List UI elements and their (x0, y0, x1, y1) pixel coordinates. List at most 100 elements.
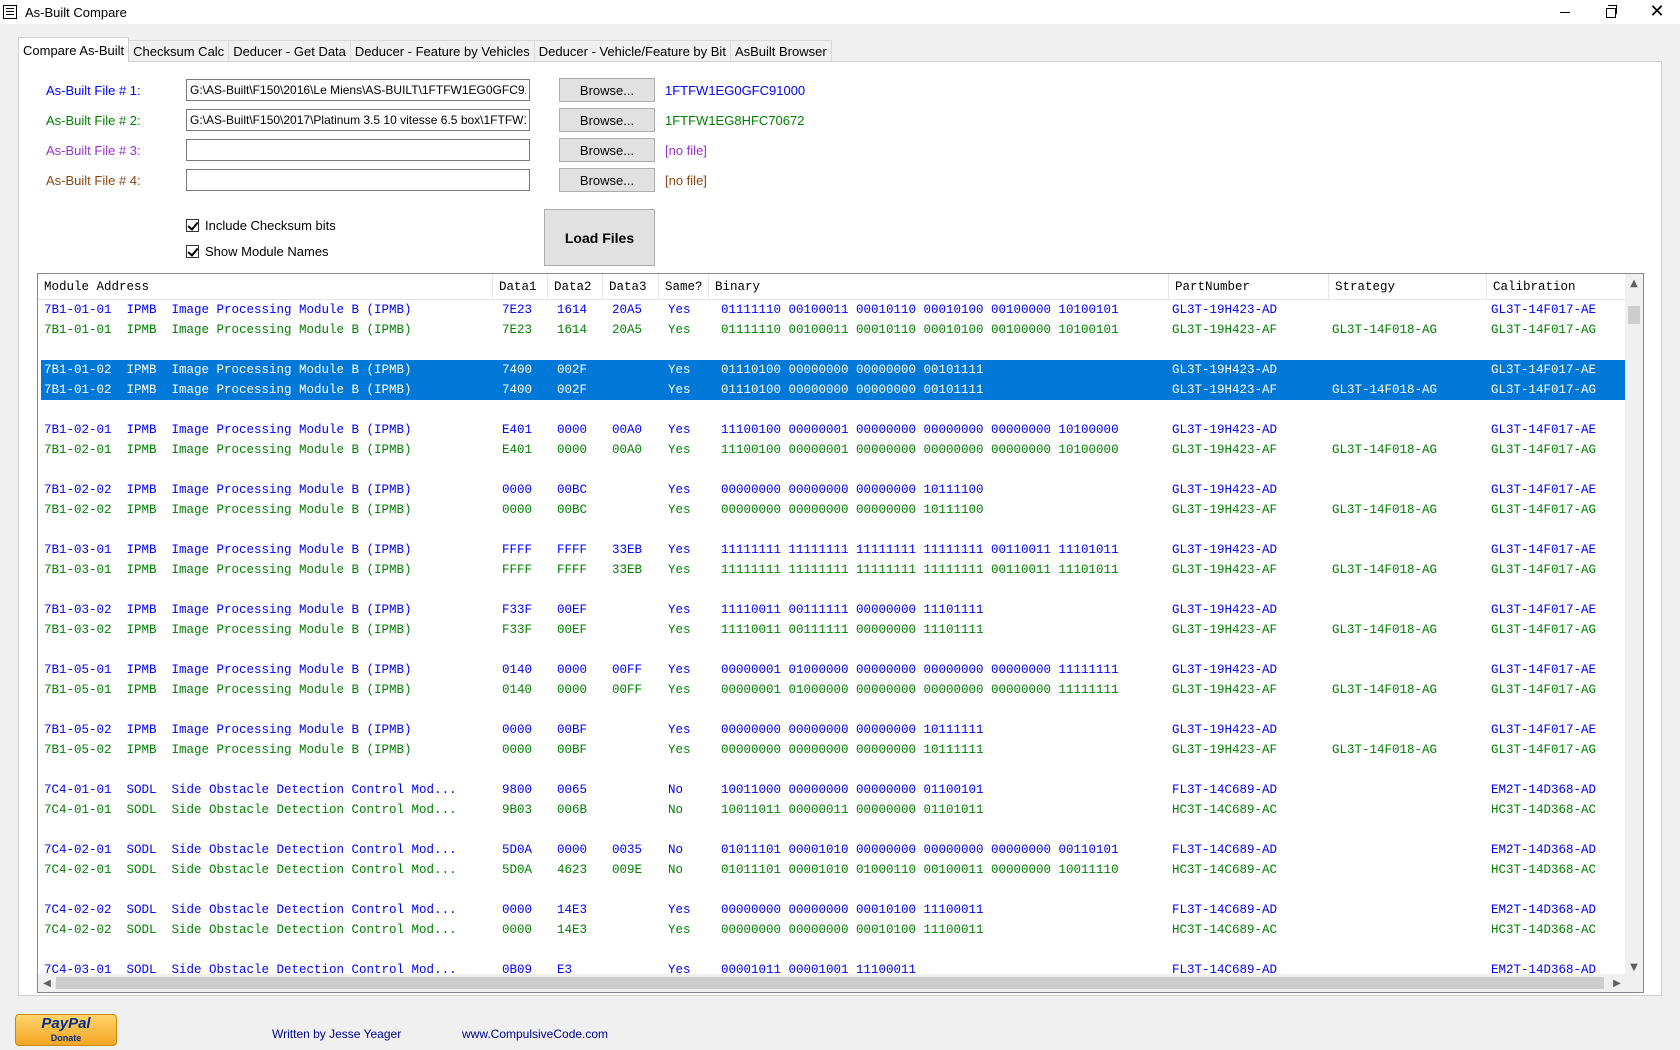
table-row[interactable]: 7C4-02-02 SODL Side Obstacle Detection C… (41, 920, 1626, 940)
cell-data2: E3 (557, 963, 573, 977)
tab-deducer-feature-by-vehicles[interactable]: Deducer - Feature by Vehicles (349, 40, 535, 62)
column-header-data3[interactable]: Data3 (603, 274, 659, 300)
column-header-data2[interactable]: Data2 (548, 274, 603, 300)
window-controls: ✕ (1542, 0, 1680, 24)
include-checksum-checkbox[interactable] (186, 219, 199, 232)
cell-data1: E401 (502, 443, 533, 457)
cell-data1: E401 (502, 423, 533, 437)
file-3-path-input[interactable] (186, 139, 530, 161)
cell-binary: 10011011 00000011 00000000 01101011 (721, 803, 984, 817)
spacer-row (41, 820, 1626, 840)
table-row[interactable]: 7B1-03-01 IPMB Image Processing Module B… (41, 560, 1626, 580)
browse-file-1-button[interactable]: Browse... (559, 78, 655, 102)
file-4-path-input[interactable] (186, 169, 530, 191)
horizontal-scrollbar[interactable]: ◀ ▶ (38, 974, 1626, 992)
table-row[interactable]: 7B1-02-02 IPMB Image Processing Module B… (41, 480, 1626, 500)
table-row[interactable]: 7B1-02-01 IPMB Image Processing Module B… (41, 440, 1626, 460)
cell-binary: 01011101 00001010 01000110 00100011 0000… (721, 863, 1119, 877)
tab-compare-as-built[interactable]: Compare As-Built (18, 37, 130, 62)
column-header-data1[interactable]: Data1 (493, 274, 548, 300)
show-module-names-checkbox[interactable] (186, 245, 199, 258)
cell-data2: 00BF (557, 743, 588, 757)
chevron-up-icon[interactable]: ▲ (1630, 277, 1638, 289)
cell-same: Yes (668, 663, 691, 677)
table-row[interactable]: 7C4-02-01 SODL Side Obstacle Detection C… (41, 860, 1626, 880)
browse-file-3-button[interactable]: Browse... (559, 138, 655, 162)
cell-binary: 00000001 01000000 00000000 00000000 0000… (721, 683, 1119, 697)
table-row[interactable]: 7B1-05-01 IPMB Image Processing Module B… (41, 660, 1626, 680)
column-header-calibration[interactable]: Calibration (1493, 280, 1576, 294)
table-row[interactable]: 7C4-02-02 SODL Side Obstacle Detection C… (41, 900, 1626, 920)
column-header-module-address[interactable]: Module Address (38, 274, 493, 300)
column-header-same[interactable]: Same? (659, 274, 709, 300)
cell-calibration: EM2T-14D368-AD (1491, 843, 1597, 857)
cell-binary: 00000000 00000000 00010100 11100011 (721, 903, 984, 917)
cell-data1: 0000 (502, 903, 533, 917)
cell-data2: 0000 (557, 423, 588, 437)
chevron-down-icon[interactable]: ▼ (1630, 961, 1638, 973)
cell-data1: FFFF (502, 543, 533, 557)
cell-partnumber: GL3T-19H423-AD (1172, 603, 1278, 617)
table-row[interactable]: 7B1-01-01 IPMB Image Processing Module B… (41, 300, 1626, 320)
chevron-left-icon[interactable]: ◀ (43, 977, 51, 989)
table-row[interactable]: 7B1-05-01 IPMB Image Processing Module B… (41, 680, 1626, 700)
file-2-path-input[interactable] (186, 109, 530, 131)
table-row[interactable]: 7C4-01-01 SODL Side Obstacle Detection C… (41, 780, 1626, 800)
browse-file-2-button[interactable]: Browse... (559, 108, 655, 132)
table-row[interactable]: 7B1-05-02 IPMB Image Processing Module B… (41, 740, 1626, 760)
cell-data3: 00FF (612, 683, 643, 697)
table-row[interactable]: 7B1-01-02 IPMB Image Processing Module B… (41, 360, 1626, 380)
table-row[interactable]: 7B1-03-02 IPMB Image Processing Module B… (41, 600, 1626, 620)
cell-module-address: 7B1-01-01 IPMB Image Processing Module B… (44, 323, 412, 337)
comparison-list[interactable]: Module Address Data1 Data2 Data3 Same? B… (37, 273, 1644, 993)
table-row[interactable]: 7B1-01-01 IPMB Image Processing Module B… (41, 320, 1626, 340)
file-1-path-input[interactable] (186, 79, 530, 101)
table-row[interactable]: 7B1-03-01 IPMB Image Processing Module B… (41, 540, 1626, 560)
tab-asbuilt-browser[interactable]: AsBuilt Browser (729, 40, 832, 62)
paypal-donate-button[interactable]: PayPal Donate (15, 1014, 117, 1046)
close-button[interactable]: ✕ (1634, 0, 1680, 24)
chevron-right-icon[interactable]: ▶ (1613, 977, 1621, 989)
table-row[interactable]: 7C4-01-01 SODL Side Obstacle Detection C… (41, 800, 1626, 820)
table-row[interactable]: 7B1-05-02 IPMB Image Processing Module B… (41, 720, 1626, 740)
website-link[interactable]: www.CompulsiveCode.com (462, 1027, 609, 1041)
table-row[interactable]: 7B1-02-01 IPMB Image Processing Module B… (41, 420, 1626, 440)
table-row[interactable]: 7B1-03-02 IPMB Image Processing Module B… (41, 620, 1626, 640)
spacer-row (41, 640, 1626, 660)
cell-data2: FFFF (557, 563, 588, 577)
cell-module-address: 7C4-02-01 SODL Side Obstacle Detection C… (44, 843, 457, 857)
table-row[interactable]: 7B1-02-02 IPMB Image Processing Module B… (41, 500, 1626, 520)
cell-data2: 0000 (557, 663, 588, 677)
cell-data3: 009E (612, 863, 643, 877)
cell-same: Yes (668, 743, 691, 757)
load-files-button[interactable]: Load Files (544, 209, 655, 266)
tab-deducer-get-data[interactable]: Deducer - Get Data (228, 40, 351, 62)
tab-checksum-calc[interactable]: Checksum Calc (128, 40, 230, 62)
table-row[interactable]: 7C4-03-01 SODL Side Obstacle Detection C… (41, 960, 1626, 980)
vertical-scroll-thumb[interactable] (1628, 306, 1640, 324)
table-row[interactable]: 7C4-02-01 SODL Side Obstacle Detection C… (41, 840, 1626, 860)
tab-deducer-vehicle-feature-by-bit[interactable]: Deducer - Vehicle/Feature by Bit (533, 40, 731, 62)
table-row[interactable]: 7B1-01-02 IPMB Image Processing Module B… (41, 380, 1626, 400)
cell-data2: 00EF (557, 623, 588, 637)
browse-file-4-button[interactable]: Browse... (559, 168, 655, 192)
cell-module-address: 7B1-03-02 IPMB Image Processing Module B… (44, 603, 412, 617)
cell-same: Yes (668, 963, 691, 977)
horizontal-scroll-thumb[interactable] (56, 977, 1604, 989)
spacer-row (41, 760, 1626, 780)
show-module-names-option[interactable]: Show Module Names (186, 244, 329, 259)
cell-data1: F33F (502, 623, 533, 637)
cell-strategy: GL3T-14F018-AG (1332, 623, 1438, 637)
include-checksum-option[interactable]: Include Checksum bits (186, 218, 336, 233)
column-header-partnumber[interactable]: PartNumber (1169, 274, 1329, 300)
cell-strategy: GL3T-14F018-AG (1332, 743, 1438, 757)
cell-data2: 1614 (557, 323, 588, 337)
restore-button[interactable] (1588, 0, 1634, 24)
minimize-button[interactable] (1542, 0, 1588, 24)
spacer-row (41, 880, 1626, 900)
column-header-strategy[interactable]: Strategy (1329, 274, 1487, 300)
vertical-scrollbar[interactable]: ▲ ▼ (1625, 274, 1643, 976)
column-header-binary[interactable]: Binary (709, 274, 1169, 300)
cell-data2: 002F (557, 363, 588, 377)
cell-binary: 01110100 00000000 00000000 00101111 (721, 363, 984, 377)
